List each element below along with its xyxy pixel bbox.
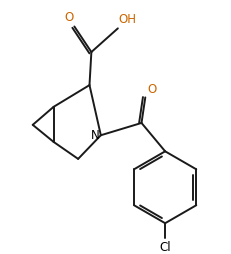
- Text: OH: OH: [119, 12, 137, 26]
- Text: Cl: Cl: [159, 241, 171, 254]
- Text: O: O: [64, 11, 73, 24]
- Text: O: O: [147, 83, 156, 96]
- Text: N: N: [91, 129, 100, 142]
